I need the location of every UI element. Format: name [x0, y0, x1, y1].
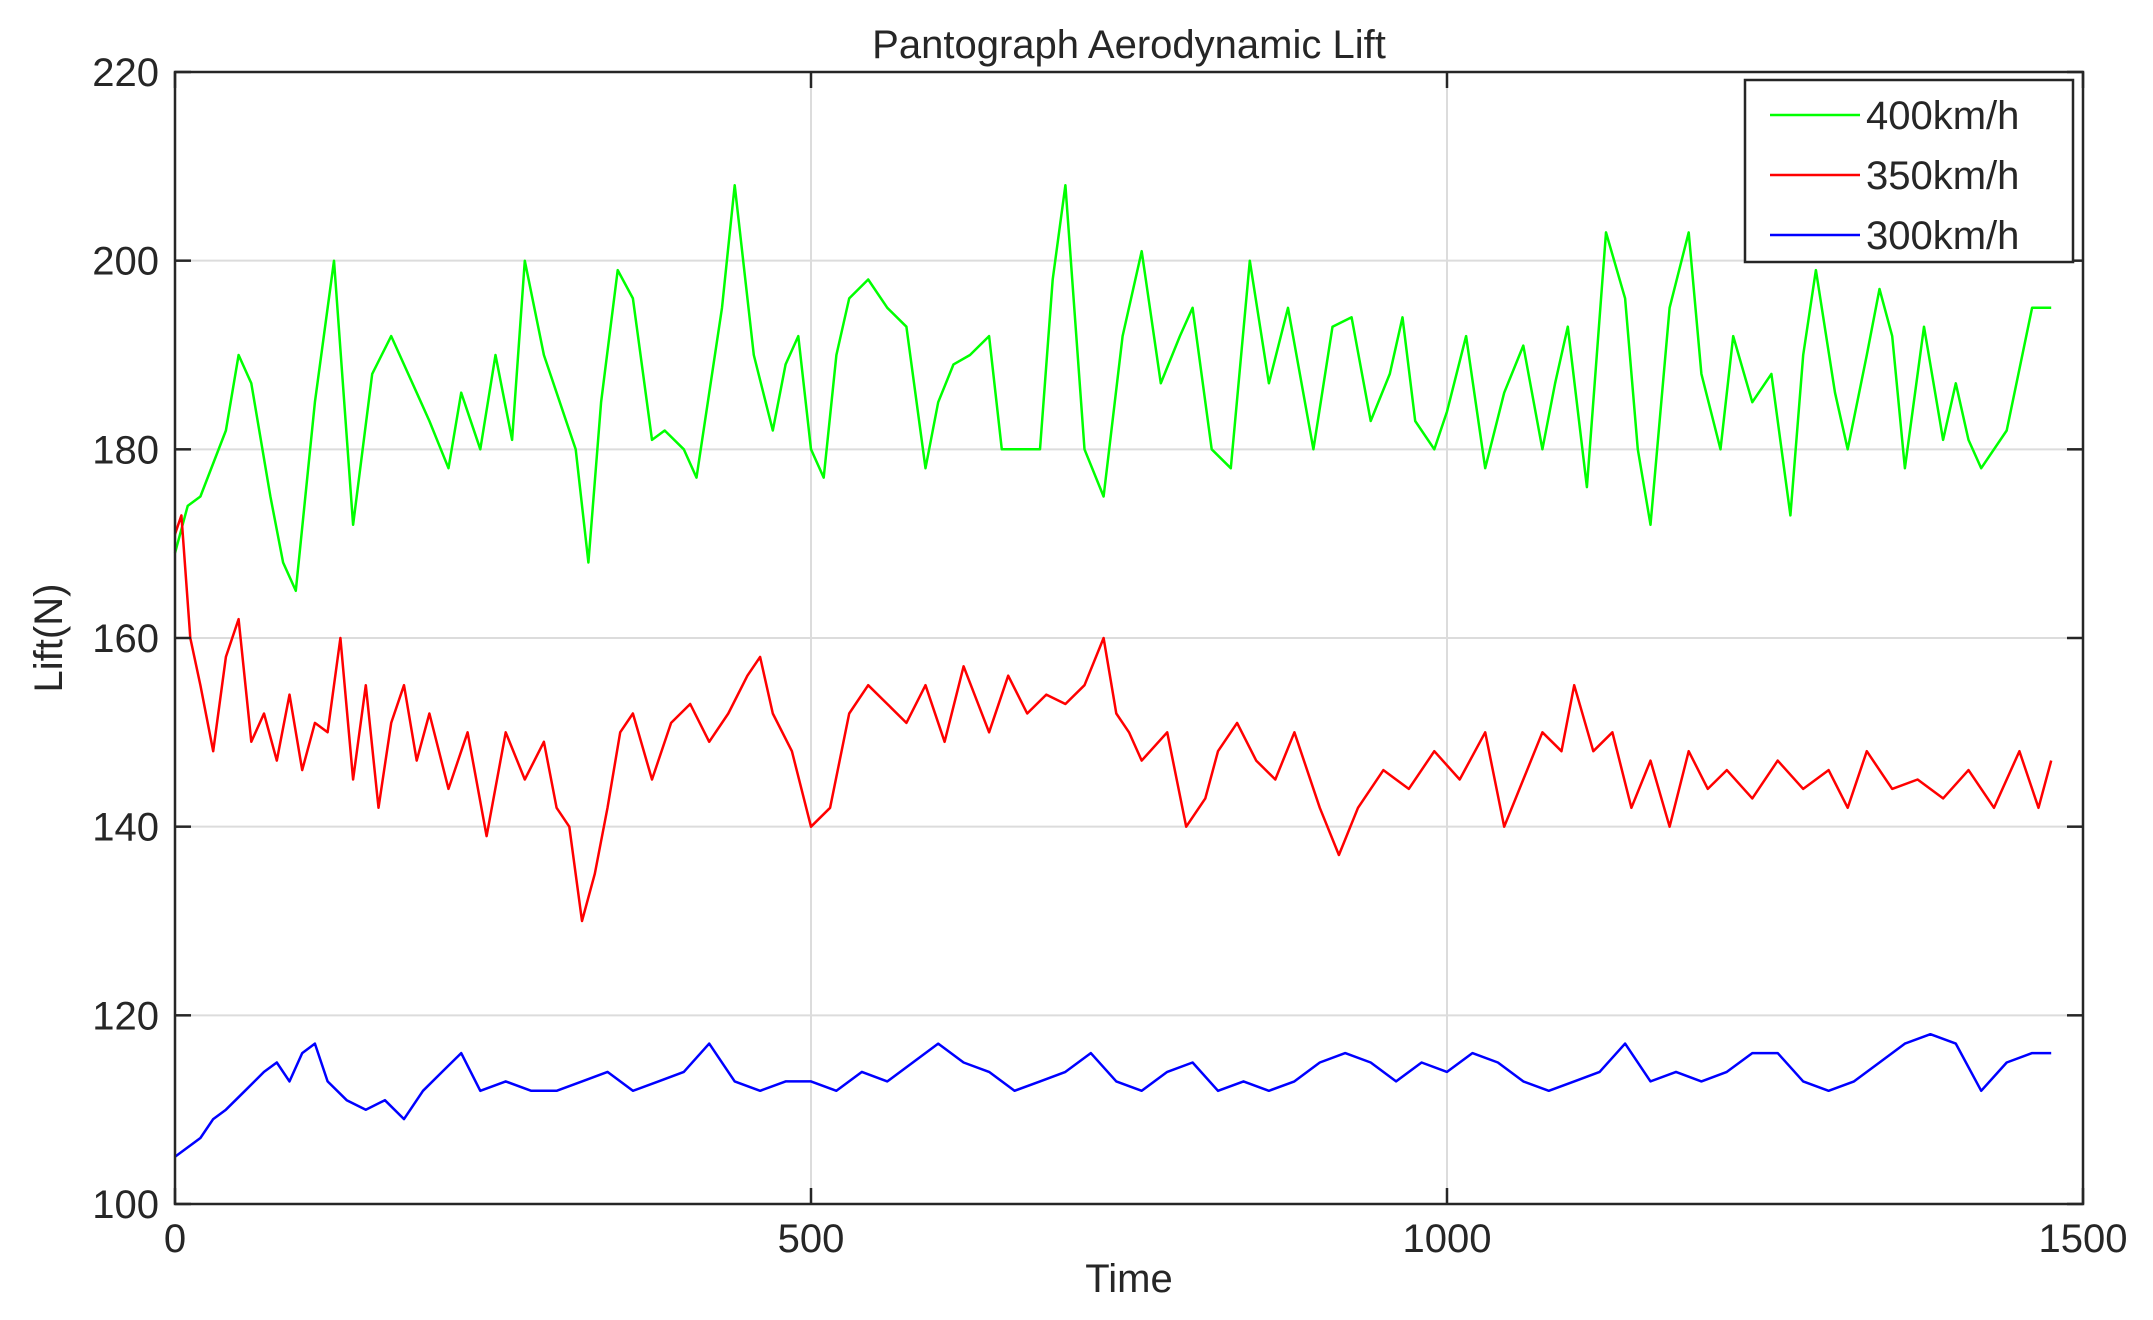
axis-ticks: 0 500 1000 1500 100 120 140 160 180 200 220	[92, 51, 2127, 1261]
x-tick-label: 1000	[1403, 1217, 1492, 1261]
legend-label-350: 350km/h	[1866, 154, 2019, 198]
y-tick-label: 220	[92, 51, 159, 95]
x-tick-label: 0	[164, 1217, 186, 1261]
y-axis-title: Lift(N)	[27, 584, 71, 693]
chart-title: Pantograph Aerodynamic Lift	[872, 23, 1386, 67]
series-lines	[173, 183, 2053, 1158]
y-tick-label: 180	[92, 428, 159, 472]
series-line-400kmh	[173, 183, 2052, 593]
legend: 400km/h 350km/h 300km/h	[1743, 78, 2075, 264]
x-tick-label: 1500	[2039, 1217, 2128, 1261]
series-line-300kmh	[174, 1032, 2052, 1158]
y-tick-label: 200	[92, 240, 159, 284]
y-tick-label: 160	[92, 617, 159, 661]
legend-label-400: 400km/h	[1866, 94, 2019, 138]
legend-box	[1743, 78, 2075, 264]
y-tick-label: 120	[92, 994, 159, 1038]
y-tick-label: 140	[92, 806, 159, 850]
x-axis-title: Time	[1085, 1257, 1172, 1301]
legend-label-300: 300km/h	[1866, 214, 2019, 258]
y-tick-label: 100	[92, 1183, 159, 1227]
series-line-350kmh	[173, 514, 2053, 923]
x-tick-label: 500	[778, 1217, 845, 1261]
